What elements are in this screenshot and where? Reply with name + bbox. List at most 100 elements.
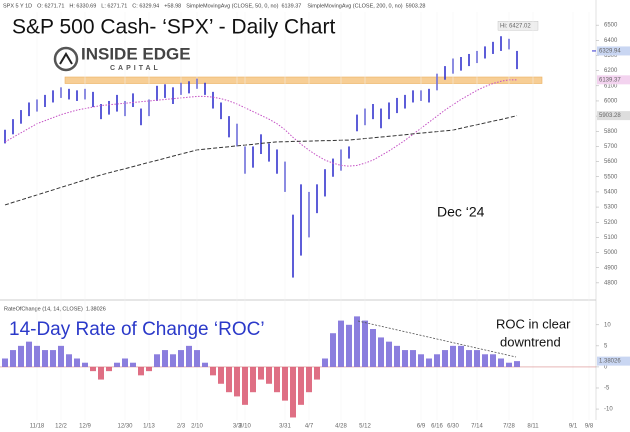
y-tick-label: 5300 xyxy=(604,205,618,211)
roc-bar xyxy=(58,345,64,367)
logo-tagline: CAPITAL xyxy=(110,65,161,72)
high-label-box xyxy=(497,21,539,31)
roc-bar xyxy=(202,362,208,367)
roc-bar xyxy=(106,366,112,372)
x-tick-label: 6/9 xyxy=(417,424,426,430)
price-label-box xyxy=(597,356,630,366)
roc-bar xyxy=(250,366,256,393)
resistance-zone xyxy=(64,76,543,84)
y-tick-label: -5 xyxy=(604,386,610,392)
roc-bar xyxy=(74,358,80,367)
roc-bar xyxy=(98,366,104,380)
header-item: SPX 5 Y 1D xyxy=(3,3,32,9)
header-item: +58.98 xyxy=(164,3,181,9)
header-item: C: 6329.94 xyxy=(132,3,159,9)
y-tick-label: 6500 xyxy=(604,23,618,29)
roc-bar xyxy=(346,324,352,367)
moving-average-line xyxy=(4,115,518,206)
roc-bar xyxy=(330,333,336,367)
roc-bar xyxy=(242,366,248,405)
x-tick-label: 9/8 xyxy=(585,424,594,430)
roc-bar xyxy=(26,341,32,367)
roc-bar xyxy=(322,358,328,367)
y-tick-label: 5000 xyxy=(604,250,618,256)
header-item: L: 6271.71 xyxy=(101,3,127,9)
roc-bar xyxy=(466,350,472,367)
price-label: 6329.94 xyxy=(599,49,621,55)
roc-bar xyxy=(370,329,376,367)
roc-bar xyxy=(114,362,120,367)
annotation: Dec ‘24 xyxy=(437,204,485,220)
roc-bar xyxy=(402,350,408,367)
y-tick-label: 4800 xyxy=(604,280,618,286)
roc-bar xyxy=(474,350,480,367)
x-tick-label: 8/11 xyxy=(527,424,539,430)
logo-icon xyxy=(59,52,73,65)
x-tick-label: 11/18 xyxy=(30,424,45,430)
x-tick-label: 5/12 xyxy=(359,424,371,430)
roc-bar xyxy=(194,350,200,367)
y-tick-label: 6100 xyxy=(604,83,618,89)
trendline xyxy=(357,320,517,358)
y-tick-label: 6200 xyxy=(604,68,618,74)
roc-bar xyxy=(218,366,224,384)
header-item: 6139.37 xyxy=(281,3,301,9)
x-tick-label: 4/28 xyxy=(335,424,347,430)
x-tick-label: 6/16 xyxy=(431,424,443,430)
annotation: ROC in clear xyxy=(496,316,571,331)
y-tick-label: 5800 xyxy=(604,129,618,135)
price-label: 5903.28 xyxy=(599,113,621,119)
roc-bar xyxy=(66,354,72,367)
roc-bar xyxy=(18,345,24,367)
roc-bar xyxy=(290,366,296,418)
y-tick-label: 5700 xyxy=(604,144,618,150)
roc-bar xyxy=(386,341,392,367)
header-item: O: 6271.71 xyxy=(37,3,64,9)
roc-bar xyxy=(490,354,496,367)
y-tick-label: 4900 xyxy=(604,265,618,271)
x-tick-label: 2/10 xyxy=(191,424,203,430)
roc-title: 14-Day Rate of Change ‘ROC’ xyxy=(9,319,265,340)
header-item: SimpleMovingAvg (CLOSE, 50, 0, no) xyxy=(186,3,278,9)
x-tick-label: 3/10 xyxy=(239,424,251,430)
y-tick-label: 6000 xyxy=(604,99,618,105)
roc-bar xyxy=(378,337,384,367)
roc-bar xyxy=(362,320,368,367)
chart-title: S&P 500 Cash- ‘SPX’ - Daily Chart xyxy=(12,16,335,39)
x-tick-label: 9/1 xyxy=(569,424,578,430)
roc-bar xyxy=(306,366,312,393)
roc-bar xyxy=(138,366,144,376)
x-tick-label: 7/28 xyxy=(503,424,515,430)
roc-bar xyxy=(146,366,152,372)
annotation: downtrend xyxy=(500,334,561,349)
y-tick-label: 5400 xyxy=(604,189,618,195)
roc-bar xyxy=(282,366,288,401)
roc-bar xyxy=(338,320,344,367)
roc-bar xyxy=(354,316,360,367)
logo-icon xyxy=(53,46,79,72)
roc-bar xyxy=(130,362,136,367)
roc-bar xyxy=(34,345,40,367)
y-tick-label: 5200 xyxy=(604,220,618,226)
logo: INSIDE EDGE CAPITAL xyxy=(53,44,191,72)
roc-bar xyxy=(42,350,48,367)
roc-bar xyxy=(482,354,488,367)
roc-bar xyxy=(314,366,320,380)
roc-bar xyxy=(394,345,400,367)
x-tick-label: 4/7 xyxy=(305,424,314,430)
moving-average-line xyxy=(4,79,518,167)
x-tick-label: 12/9 xyxy=(79,424,91,430)
roc-bar xyxy=(82,362,88,367)
logo-name: INSIDE EDGE xyxy=(81,44,191,63)
price-label: 6139.37 xyxy=(599,77,621,83)
roc-bar xyxy=(266,366,272,384)
roc-name: RateOfChange (14, 14, CLOSE) xyxy=(4,306,83,312)
x-tick-label: 2/3 xyxy=(177,424,186,430)
x-tick-label: 12/2 xyxy=(55,424,67,430)
high-label: Hi: 6427.02 xyxy=(500,23,531,29)
price-label-box xyxy=(597,46,630,56)
roc-bar xyxy=(234,366,240,397)
roc-bar xyxy=(434,354,440,367)
roc-bar xyxy=(442,350,448,367)
